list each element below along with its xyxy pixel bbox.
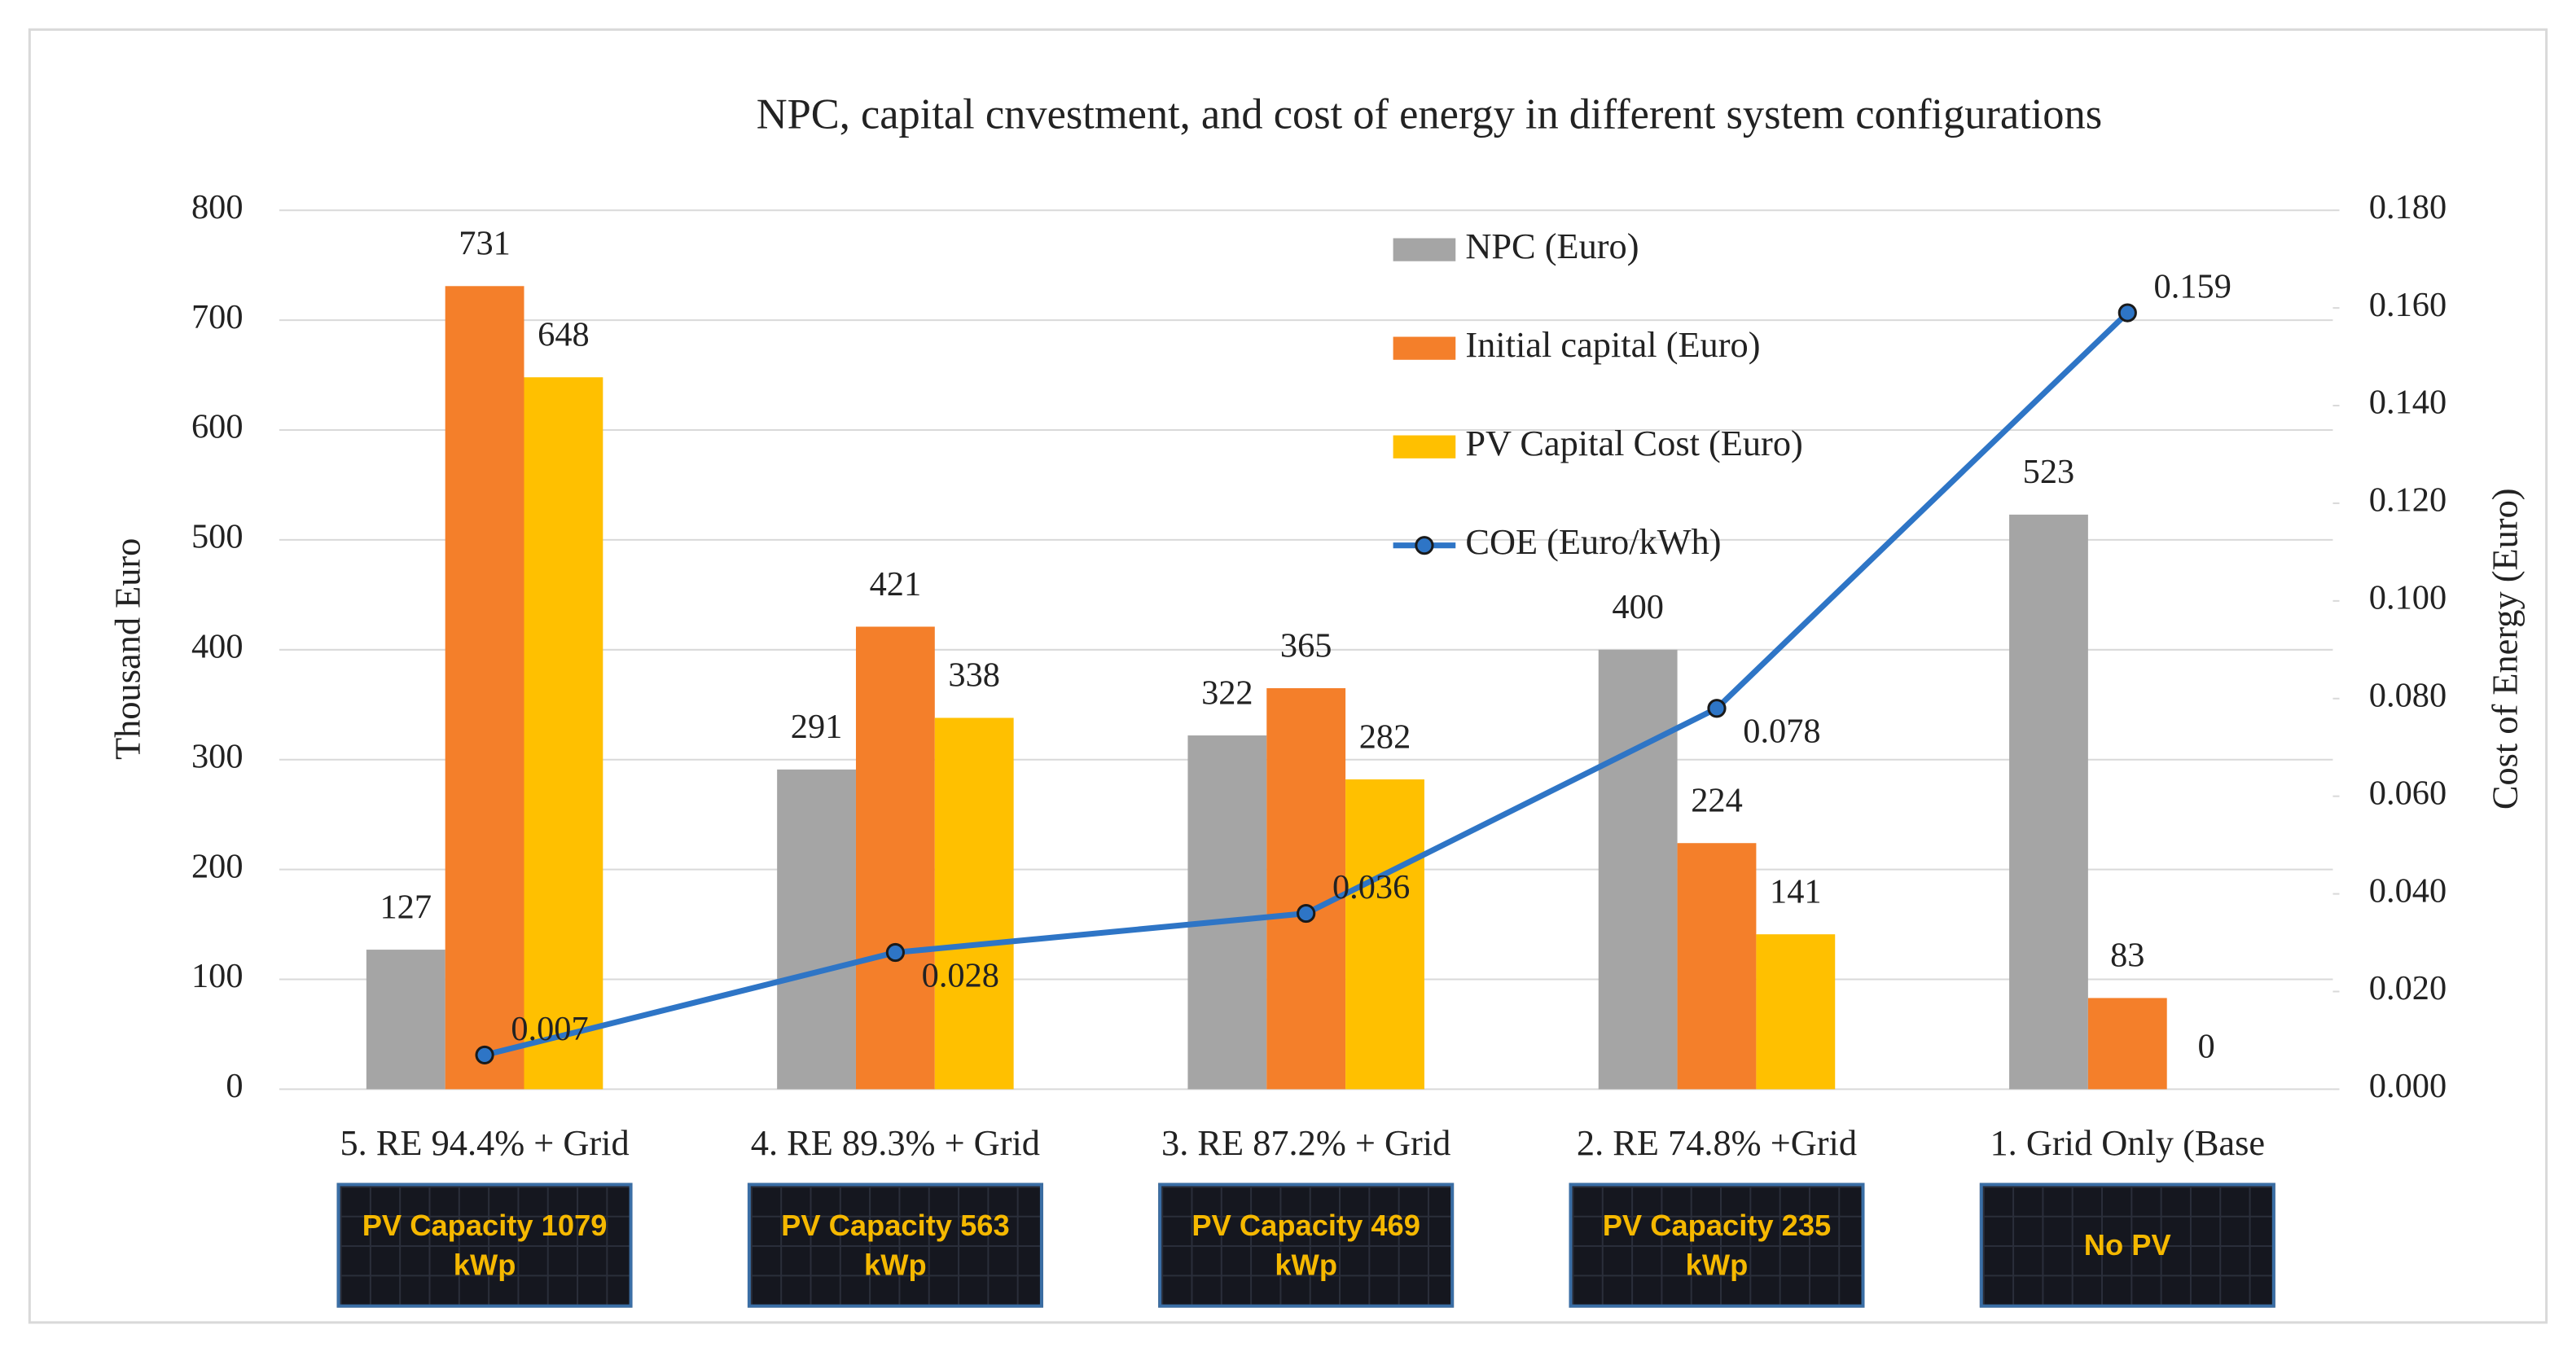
bar	[1187, 735, 1267, 1090]
x-tick-label: 4. RE 89.3% + Grid	[751, 1122, 1040, 1163]
y2-tick-label: 0.120	[2369, 481, 2447, 520]
y-tick-label: 0	[226, 1067, 243, 1105]
data-label: 0	[2198, 1028, 2215, 1066]
legend-label: Initial capital (Euro)	[1465, 324, 1760, 365]
line-marker	[885, 942, 905, 963]
y-tick-label: 400	[191, 628, 244, 666]
line-marker	[475, 1045, 494, 1065]
data-label: 322	[1201, 674, 1253, 712]
y2-tick-label: 0.160	[2369, 286, 2447, 324]
config-panel: PV Capacity 235 kWp	[1569, 1183, 1865, 1308]
bar	[366, 950, 445, 1090]
y-tick-label: 200	[191, 847, 244, 885]
line-data-label: 0.159	[2154, 268, 2232, 306]
y-tick-label: 300	[191, 737, 244, 775]
line-data-label: 0.078	[1743, 713, 1820, 751]
legend-label: NPC (Euro)	[1465, 226, 1639, 266]
config-panel-text: No PV	[1979, 1183, 2275, 1308]
data-label: 291	[791, 708, 843, 746]
data-label: 421	[870, 565, 922, 603]
y-tick-label: 500	[191, 518, 244, 556]
legend-marker	[1415, 536, 1434, 555]
bar	[2087, 998, 2167, 1090]
line-marker	[1297, 903, 1316, 924]
data-label: 83	[2110, 937, 2144, 975]
data-label: 648	[538, 316, 590, 354]
bar	[1266, 688, 1346, 1090]
y2-tick-label: 0.000	[2369, 1067, 2447, 1105]
data-label: 365	[1280, 626, 1332, 665]
x-tick-label: 3. RE 87.2% + Grid	[1161, 1122, 1450, 1163]
bar	[1677, 843, 1757, 1090]
y2-tick-label: 0.180	[2369, 188, 2447, 226]
config-panel: PV Capacity 563 kWp	[747, 1183, 1043, 1308]
legend-swatch	[1393, 238, 1456, 261]
data-label: 127	[380, 888, 432, 926]
line-data-label: 0.007	[511, 1010, 588, 1048]
config-panel-text: PV Capacity 563 kWp	[747, 1183, 1043, 1308]
bar	[1345, 779, 1424, 1090]
legend-swatch	[1393, 336, 1456, 360]
line-marker	[1707, 699, 1727, 718]
config-panel: PV Capacity 469 kWp	[1158, 1183, 1455, 1308]
data-label: 338	[948, 656, 1000, 695]
line-data-label: 0.036	[1332, 868, 1410, 906]
data-label: 282	[1359, 717, 1411, 756]
bar	[777, 769, 856, 1090]
y2-tick-label: 0.080	[2369, 676, 2447, 714]
y2-tick-label: 0.040	[2369, 871, 2447, 910]
config-panel-text: PV Capacity 1079 kWp	[336, 1183, 633, 1308]
bar	[524, 377, 603, 1090]
bar	[934, 717, 1014, 1090]
y-tick-label: 600	[191, 408, 244, 446]
data-label: 731	[459, 225, 511, 263]
config-panel: PV Capacity 1079 kWp	[336, 1183, 633, 1308]
line-marker	[2117, 303, 2137, 323]
x-tick-label: 1. Grid Only (Base	[1990, 1122, 2266, 1163]
data-label: 141	[1770, 873, 1822, 911]
y2-tick-label: 0.060	[2369, 774, 2447, 812]
bar	[1598, 649, 1678, 1090]
y2-tick-label: 0.100	[2369, 579, 2447, 617]
data-label: 224	[1691, 782, 1743, 820]
line-data-label: 0.028	[922, 957, 999, 995]
y-tick-label: 700	[191, 298, 244, 336]
bar	[1756, 934, 1836, 1090]
y-tick-label: 100	[191, 957, 244, 995]
config-panel-text: PV Capacity 235 kWp	[1569, 1183, 1865, 1308]
bar	[2009, 514, 2088, 1090]
y-tick-label: 800	[191, 188, 244, 226]
y2-axis-label: Cost of Energy (Euro)	[2484, 488, 2525, 810]
data-label: 400	[1612, 588, 1664, 626]
data-label: 523	[2023, 453, 2075, 491]
bar	[855, 626, 935, 1090]
x-tick-label: 2. RE 74.8% +Grid	[1577, 1122, 1857, 1163]
chart-title: NPC, capital cnvestment, and cost of ene…	[757, 90, 2102, 138]
legend-label: PV Capital Cost (Euro)	[1465, 423, 1802, 463]
bar	[445, 286, 524, 1090]
legend-label: COE (Euro/kWh)	[1465, 521, 1721, 562]
config-panel-text: PV Capacity 469 kWp	[1158, 1183, 1455, 1308]
x-tick-label: 5. RE 94.4% + Grid	[340, 1122, 629, 1163]
y-axis-label: Thousand Euro	[108, 538, 148, 760]
legend-swatch	[1393, 435, 1456, 459]
config-panel: No PV	[1979, 1183, 2275, 1308]
y2-tick-label: 0.140	[2369, 384, 2447, 422]
y2-tick-label: 0.020	[2369, 969, 2447, 1007]
